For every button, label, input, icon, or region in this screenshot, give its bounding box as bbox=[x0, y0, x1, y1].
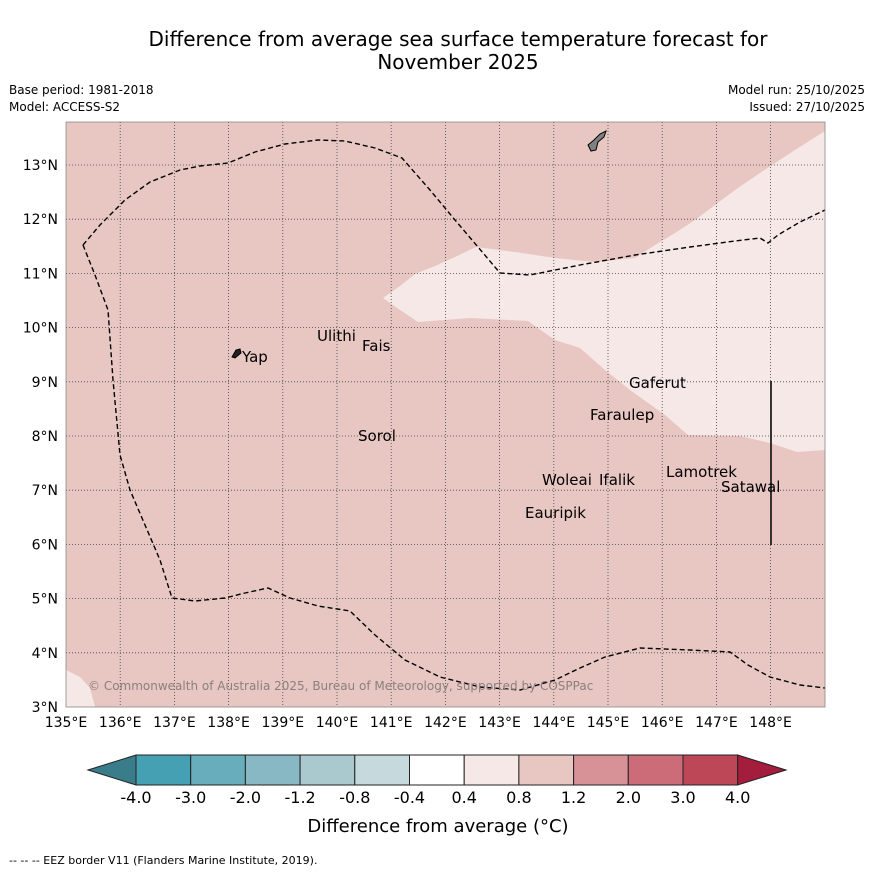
issued-date: Issued: 27/10/2025 bbox=[749, 100, 865, 114]
latitude-label: 7°N bbox=[32, 483, 58, 499]
eez-border-south bbox=[82, 244, 826, 691]
colorbar-tick-label: -1.2 bbox=[284, 788, 315, 807]
colorbar-tick-label: 0.8 bbox=[506, 788, 531, 807]
place-label-woleai: Woleai bbox=[542, 471, 592, 489]
longitude-labels: 135°E 136°E 137°E 138°E 139°E 140°E 141°E 142°E… bbox=[45, 715, 792, 731]
place-label-ifalik: Ifalik bbox=[599, 471, 635, 489]
colorbar-segment bbox=[463, 754, 520, 786]
yap-island-shape bbox=[231, 348, 242, 359]
colorbar-tick-label: 2.0 bbox=[616, 788, 641, 807]
colorbar-tick-label: 3.0 bbox=[670, 788, 695, 807]
longitude-label: 135°E bbox=[45, 715, 88, 731]
longitude-label: 148°E bbox=[749, 715, 792, 731]
colorbar-segment bbox=[354, 754, 410, 786]
longitude-label: 138°E bbox=[207, 715, 250, 731]
colorbar-label: Difference from average (°C) bbox=[307, 816, 568, 837]
colorbar-tick-label: 4.0 bbox=[725, 788, 750, 807]
longitude-label: 142°E bbox=[424, 715, 467, 731]
colorbar-segment bbox=[299, 754, 356, 786]
colorbar-tick-label: 1.2 bbox=[561, 788, 586, 807]
place-label-satawal: Satawal bbox=[721, 478, 780, 496]
longitude-label: 137°E bbox=[153, 715, 196, 731]
place-label-faraulep: Faraulep bbox=[590, 406, 654, 424]
place-label-lamotrek: Lamotrek bbox=[666, 463, 737, 481]
latitude-label: 12°N bbox=[23, 212, 58, 228]
longitude-label: 147°E bbox=[695, 715, 738, 731]
sst-anomaly-0.4-0.8-fill bbox=[383, 131, 825, 452]
latitude-label: 13°N bbox=[23, 158, 58, 174]
colorbar-ticks: -4.0 -3.0 -2.0 -1.2 -0.8 -0.4 0.4 0.8 1.2 2.0 3.0 4… bbox=[120, 788, 750, 807]
latitude-label: 6°N bbox=[32, 537, 58, 553]
place-label-sorol: Sorol bbox=[358, 427, 396, 445]
place-label-yap: Yap bbox=[241, 348, 268, 366]
latitude-label: 11°N bbox=[23, 266, 58, 282]
colorbar-tick-label: -0.4 bbox=[394, 788, 425, 807]
guam-island-shape bbox=[587, 130, 607, 152]
footer-note: -- -- -- EEZ border V11 (Flanders Marine… bbox=[9, 854, 318, 867]
base-period: Base period: 1981-2018 bbox=[9, 83, 154, 97]
latitude-label: 10°N bbox=[23, 321, 58, 337]
colorbar-tick-label: -3.0 bbox=[175, 788, 206, 807]
latitude-label: 3°N bbox=[32, 700, 58, 716]
colorbar-over-triangle bbox=[737, 754, 788, 786]
gridlines bbox=[66, 122, 825, 707]
title-line-2: November 2025 bbox=[377, 50, 539, 74]
longitude-label: 143°E bbox=[478, 715, 521, 731]
longitude-label: 140°E bbox=[316, 715, 359, 731]
longitude-label: 139°E bbox=[262, 715, 305, 731]
longitude-label: 136°E bbox=[99, 715, 142, 731]
colorbar-tick-label: -0.8 bbox=[339, 788, 370, 807]
colorbar-tick-label: -2.0 bbox=[230, 788, 261, 807]
model-name: Model: ACCESS-S2 bbox=[9, 100, 121, 114]
latitude-label: 4°N bbox=[32, 646, 58, 662]
latitude-labels: 3°N 4°N 5°N 6°N 7°N 8°N 9°N 10°N 11°N 12°N 13°N bbox=[23, 158, 58, 716]
title-line-1: Difference from average sea surface temp… bbox=[148, 27, 768, 51]
place-label-gaferut: Gaferut bbox=[629, 374, 686, 392]
place-label-fais: Fais bbox=[362, 337, 391, 355]
longitude-label: 144°E bbox=[533, 715, 576, 731]
colorbar-under-triangle bbox=[86, 754, 137, 786]
colorbar-segment bbox=[135, 754, 192, 786]
colorbar bbox=[86, 754, 788, 786]
model-run: Model run: 25/10/2025 bbox=[727, 83, 865, 97]
latitude-label: 9°N bbox=[32, 375, 58, 391]
latitude-label: 5°N bbox=[32, 592, 58, 608]
map-title: Difference from average sea surface temp… bbox=[100, 28, 816, 74]
colorbar-segment bbox=[682, 754, 739, 786]
longitude-label: 146°E bbox=[641, 715, 684, 731]
eez-border-north bbox=[82, 139, 826, 276]
colorbar-segment bbox=[573, 754, 629, 786]
copyright-notice: © Commonwealth of Australia 2025, Bureau… bbox=[88, 679, 593, 693]
colorbar-tick-label: 0.4 bbox=[451, 788, 476, 807]
colorbar-segment bbox=[627, 754, 684, 786]
sst-anomaly-patch-sw bbox=[66, 670, 95, 707]
place-label-ulithi: Ulithi bbox=[317, 327, 356, 345]
colorbar-tick-label: -4.0 bbox=[120, 788, 151, 807]
longitude-label: 145°E bbox=[587, 715, 630, 731]
place-label-eauripik: Eauripik bbox=[525, 504, 586, 522]
map-frame bbox=[65, 121, 826, 708]
colorbar-segment bbox=[190, 754, 246, 786]
latitude-label: 8°N bbox=[32, 429, 58, 445]
longitude-label: 141°E bbox=[370, 715, 413, 731]
colorbar-segment bbox=[409, 754, 465, 786]
colorbar-segment bbox=[244, 754, 301, 786]
colorbar-segment bbox=[518, 754, 575, 786]
